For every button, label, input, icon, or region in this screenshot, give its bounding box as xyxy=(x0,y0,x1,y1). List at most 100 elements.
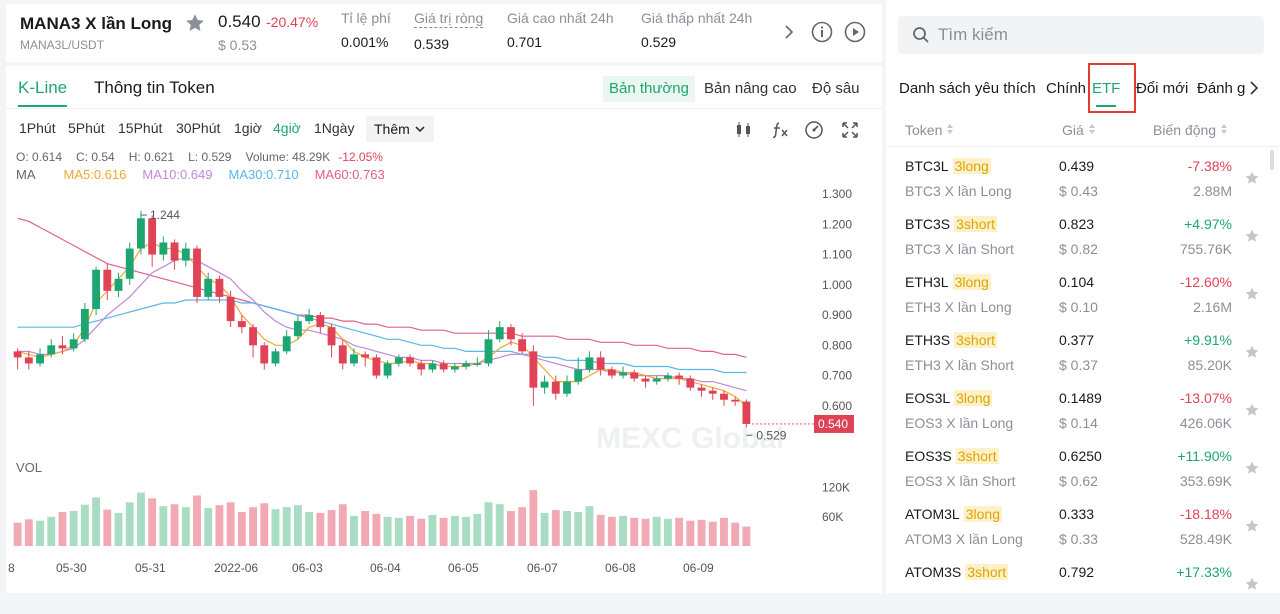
token-name: ETH3 X lần Short xyxy=(905,357,1014,373)
info-icon[interactable] xyxy=(810,20,834,44)
leverage-tag: 3long xyxy=(952,158,991,174)
tab-favorites[interactable]: Danh sách yêu thích xyxy=(899,80,1036,97)
candle xyxy=(271,351,280,364)
mode-standard-button[interactable]: Bản thường xyxy=(603,76,695,102)
candle xyxy=(103,269,112,291)
col-price[interactable]: Giá xyxy=(1062,122,1096,138)
leverage-tag: 3short xyxy=(965,564,1009,580)
search-input[interactable]: Tìm kiếm xyxy=(938,25,1008,44)
volume-bar xyxy=(92,497,101,546)
interval-1d[interactable]: 1Ngày xyxy=(314,120,355,136)
tab-main[interactable]: Chính xyxy=(1046,80,1087,97)
fullscreen-icon[interactable] xyxy=(840,120,860,140)
volume-bar xyxy=(293,505,302,546)
x-tick-label: 06-05 xyxy=(448,561,479,575)
ma30-value: MA30:0.710 xyxy=(228,167,299,182)
interval-1m[interactable]: 1Phút xyxy=(19,120,56,136)
mode-advanced-button[interactable]: Bản nâng cao xyxy=(704,80,797,97)
table-row[interactable]: ETH3S 3short ETH3 X lần Short 0.377 $ 0.37 +9… xyxy=(886,324,1280,382)
volume-bar xyxy=(13,522,22,546)
token-volume: 85.20K xyxy=(1187,357,1232,373)
volume-bar xyxy=(708,521,717,546)
token-price-usd: $ 0.82 xyxy=(1059,241,1098,257)
scrollbar[interactable] xyxy=(1270,150,1274,170)
ma5-line xyxy=(17,241,747,407)
table-row[interactable]: BTC3L 3long BTC3 X lần Long 0.439 $ 0.43 -7.3… xyxy=(886,150,1280,208)
stat-label[interactable]: Giá trị ròng xyxy=(414,10,484,28)
chevron-down-icon xyxy=(415,126,425,133)
y-tick-label: 1.300 xyxy=(822,187,852,201)
token-symbol: ATOM3L 3long xyxy=(905,506,1002,522)
table-row[interactable]: ATOM3S 3short 0.792 +17.33% xyxy=(886,556,1280,614)
interval-1h[interactable]: 1giờ xyxy=(234,120,262,136)
mode-depth-button[interactable]: Độ sâu xyxy=(812,80,860,97)
symbol-title: MANA3 X lần Long xyxy=(20,14,173,33)
candle xyxy=(24,357,33,364)
ma5-value: MA5:0.616 xyxy=(63,167,127,182)
play-icon[interactable] xyxy=(843,20,867,44)
favorite-star-icon[interactable] xyxy=(1244,518,1260,534)
candle-type-icon[interactable] xyxy=(734,120,754,140)
col-token[interactable]: Token xyxy=(905,122,954,138)
favorite-star-icon[interactable] xyxy=(1244,286,1260,302)
candle xyxy=(137,218,145,249)
candle-change: -12.05% xyxy=(338,150,383,164)
token-symbol: EOS3S 3short xyxy=(905,448,999,464)
col-change[interactable]: Biến động xyxy=(1153,122,1228,138)
chevron-right-icon[interactable] xyxy=(1248,80,1260,96)
candle xyxy=(58,345,67,349)
y-tick-label: 1.100 xyxy=(822,248,852,262)
y-tick-label: 1.200 xyxy=(822,217,852,231)
chevron-right-icon[interactable] xyxy=(782,22,796,42)
search-box[interactable]: Tìm kiếm xyxy=(898,16,1264,54)
favorite-star-icon[interactable] xyxy=(1244,228,1260,244)
interval-5m[interactable]: 5Phút xyxy=(68,120,105,136)
stat-nav[interactable]: Giá trị ròng 0.539 xyxy=(414,10,484,52)
last-price-badge xyxy=(814,414,854,433)
table-row[interactable]: EOS3L 3long EOS3 X lần Long 0.1489 $ 0.14 -13… xyxy=(886,382,1280,440)
favorite-star-icon[interactable] xyxy=(1244,402,1260,418)
tab-innovation[interactable]: Đổi mới xyxy=(1136,80,1189,97)
token-price-usd: $ 0.33 xyxy=(1059,531,1098,547)
favorite-star-icon[interactable] xyxy=(184,12,206,34)
stat-value: 0.529 xyxy=(641,34,677,50)
gauge-settings-icon[interactable] xyxy=(804,120,824,140)
candle xyxy=(450,366,459,370)
volume-bar xyxy=(327,510,336,546)
token-price-usd: $ 0.62 xyxy=(1059,473,1098,489)
candle xyxy=(394,357,403,364)
candle xyxy=(551,381,560,394)
interval-4h[interactable]: 4giờ xyxy=(273,120,301,136)
leverage-tag: 3long xyxy=(952,274,991,290)
table-row[interactable]: BTC3S 3short BTC3 X lần Short 0.823 $ 0.82 +4… xyxy=(886,208,1280,266)
favorite-star-icon[interactable] xyxy=(1244,344,1260,360)
interval-15m[interactable]: 15Phút xyxy=(118,120,163,136)
tab-kline[interactable]: K-Line xyxy=(18,78,68,107)
more-intervals-dropdown[interactable]: Thêm xyxy=(366,116,434,142)
indicator-fx-icon[interactable] xyxy=(770,120,790,140)
candle xyxy=(260,345,269,364)
favorite-star-icon[interactable] xyxy=(1244,576,1260,592)
pair-label: MANA3L/USDT xyxy=(20,38,105,52)
token-name: BTC3 X lần Long xyxy=(905,183,1012,199)
candle xyxy=(305,315,314,322)
table-row[interactable]: ATOM3L 3long ATOM3 X lần Long 0.333 $ 0.33 -1… xyxy=(886,498,1280,556)
y-tick-label: 0.800 xyxy=(822,338,852,352)
table-row[interactable]: ETH3L 3long ETH3 X lần Long 0.104 $ 0.10 -12.… xyxy=(886,266,1280,324)
candle xyxy=(125,248,134,279)
ma-readout: MA MA5:0.616 MA10:0.649 MA30:0.710 MA60:0.76… xyxy=(16,167,401,182)
favorite-star-icon[interactable] xyxy=(1244,460,1260,476)
token-price: 0.823 xyxy=(1059,216,1095,232)
table-row[interactable]: EOS3S 3short EOS3 X lần Short 0.6250 $ 0.62 +… xyxy=(886,440,1280,498)
favorite-star-icon[interactable] xyxy=(1244,170,1260,186)
token-volume: 353.69K xyxy=(1179,473,1232,489)
y-tick-label: 1.000 xyxy=(822,278,852,292)
token-symbol: ATOM3S 3short xyxy=(905,564,1009,580)
interval-30m[interactable]: 30Phút xyxy=(176,120,221,136)
tab-rating[interactable]: Đánh g xyxy=(1197,80,1246,97)
tab-etf[interactable]: ETF xyxy=(1092,80,1121,107)
token-name: BTC3 X lần Short xyxy=(905,241,1014,257)
kline-chart[interactable]: MEXC Global 1.300 1.200 1.100 1.000 0.900 0.80… xyxy=(6,66,882,593)
tab-token-info[interactable]: Thông tin Token xyxy=(94,78,215,97)
volume-bar xyxy=(260,503,269,546)
